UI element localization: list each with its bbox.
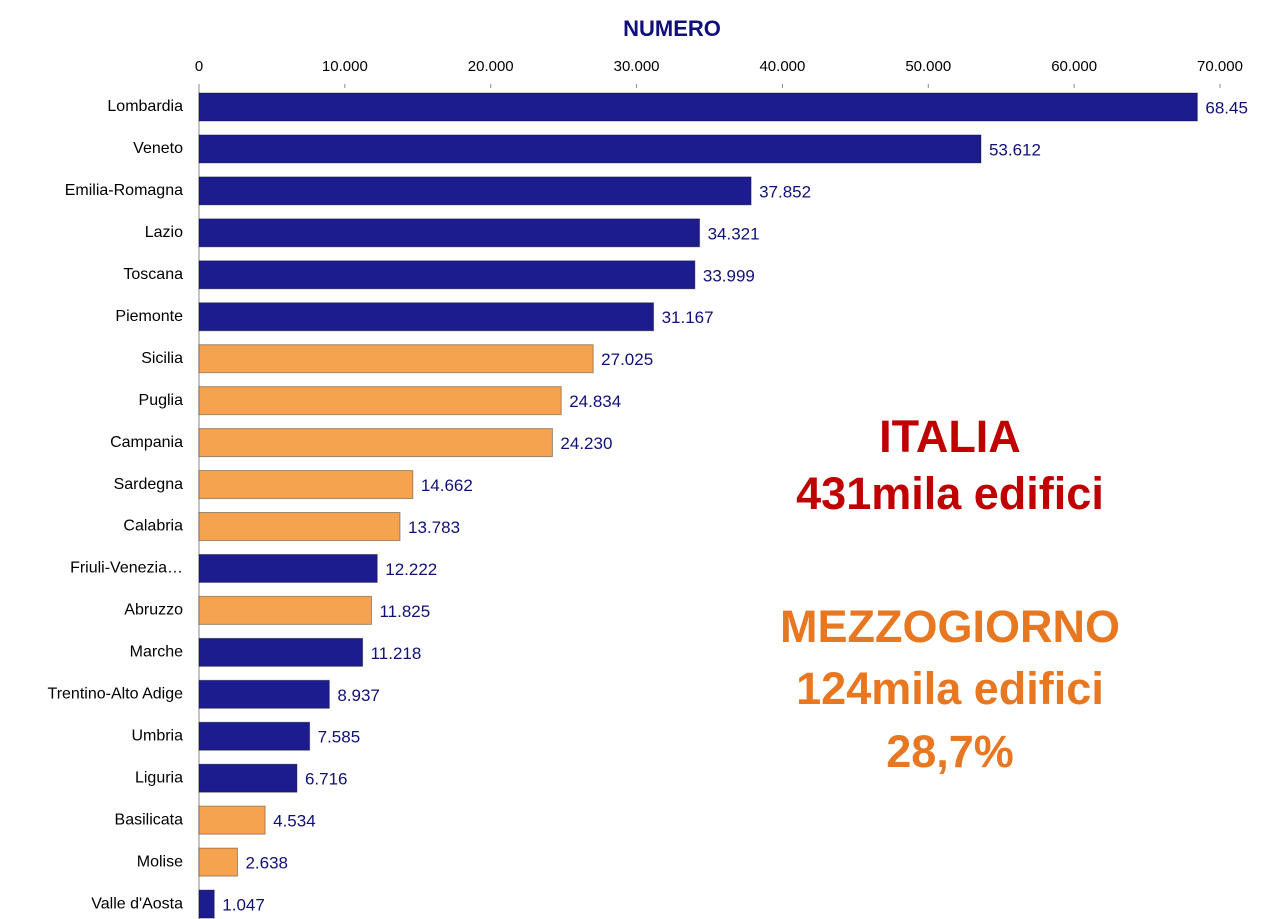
- x-tick-label: 70.000: [1197, 58, 1243, 75]
- y-tick-label: Marche: [130, 644, 183, 661]
- annotation: 28,7%: [886, 726, 1014, 777]
- y-tick-label: Calabria: [123, 518, 183, 535]
- value-label: 24.834: [569, 392, 621, 411]
- bar: [198, 553, 378, 583]
- x-tick-label: 10.000: [322, 58, 368, 75]
- y-tick-label: Sicilia: [141, 350, 183, 367]
- y-tick-label: Sardegna: [114, 476, 183, 493]
- y-tick-label: Campania: [110, 434, 183, 451]
- value-label: 53.612: [989, 140, 1041, 159]
- value-label: 11.218: [371, 644, 422, 663]
- value-label: 12.222: [385, 560, 437, 579]
- bar: [198, 889, 215, 919]
- value-label: 2.638: [245, 854, 288, 873]
- value-label: 34.321: [708, 224, 760, 243]
- value-label: 14.662: [421, 476, 473, 495]
- bar: [198, 679, 330, 709]
- x-tick-label: 30.000: [614, 58, 660, 75]
- x-tick-label: 50.000: [905, 58, 951, 75]
- annotation: MEZZOGIORNO: [780, 601, 1120, 652]
- bar: [198, 302, 655, 332]
- y-tick-label: Molise: [137, 853, 183, 870]
- y-tick-label: Puglia: [139, 392, 184, 409]
- y-tick-label: Lombardia: [107, 98, 183, 115]
- bar: [198, 134, 982, 164]
- chart-title: NUMERO: [623, 16, 721, 41]
- bar: [198, 512, 401, 541]
- y-tick-label: Abruzzo: [124, 602, 183, 619]
- bar: [198, 847, 238, 877]
- bar: [198, 721, 311, 751]
- bar: [198, 637, 364, 667]
- y-tick-label: Friuli-Venezia…: [70, 560, 183, 577]
- y-tick-label: Valle d'Aosta: [91, 895, 183, 912]
- y-tick-label: Emilia-Romagna: [65, 182, 183, 199]
- value-label: 33.999: [703, 266, 755, 285]
- bar: [198, 218, 701, 248]
- annotation: ITALIA: [879, 411, 1021, 462]
- annotation: 124mila edifici: [796, 663, 1104, 714]
- value-label: 6.716: [305, 770, 348, 789]
- x-tick-label: 20.000: [468, 58, 514, 75]
- x-tick-label: 60.000: [1051, 58, 1097, 75]
- bar: [198, 344, 594, 374]
- value-label: 31.167: [662, 308, 714, 327]
- x-tick-label: 40.000: [759, 58, 805, 75]
- x-tick-label: 0: [195, 58, 203, 75]
- bar: [198, 428, 553, 458]
- value-label: 4.534: [273, 812, 316, 831]
- value-label: 8.937: [337, 686, 380, 705]
- value-label: 24.230: [560, 434, 612, 453]
- bar: [198, 260, 696, 290]
- value-label: 1.047: [222, 896, 265, 915]
- value-label: 13.783: [408, 518, 460, 537]
- value-label: 37.852: [759, 182, 811, 201]
- value-label: 68.45: [1205, 98, 1248, 117]
- y-tick-label: Trentino-Alto Adige: [48, 686, 184, 703]
- value-label: 7.585: [318, 728, 361, 747]
- bar: [198, 805, 266, 835]
- y-tick-label: Veneto: [133, 140, 183, 157]
- bar: [198, 386, 562, 416]
- value-label: 11.825: [379, 602, 430, 621]
- y-tick-label: Lazio: [145, 224, 183, 241]
- y-tick-label: Umbria: [131, 727, 183, 744]
- y-tick-label: Basilicata: [115, 811, 184, 828]
- bar: [198, 176, 752, 206]
- bar: [198, 763, 298, 793]
- annotation: 431mila edifici: [796, 468, 1104, 519]
- y-tick-label: Toscana: [123, 266, 183, 283]
- bar: [198, 595, 372, 625]
- value-label: 27.025: [601, 350, 653, 369]
- y-tick-label: Piemonte: [115, 308, 183, 325]
- bar: [198, 92, 1198, 122]
- bar: [198, 470, 414, 500]
- y-tick-label: Liguria: [135, 769, 183, 786]
